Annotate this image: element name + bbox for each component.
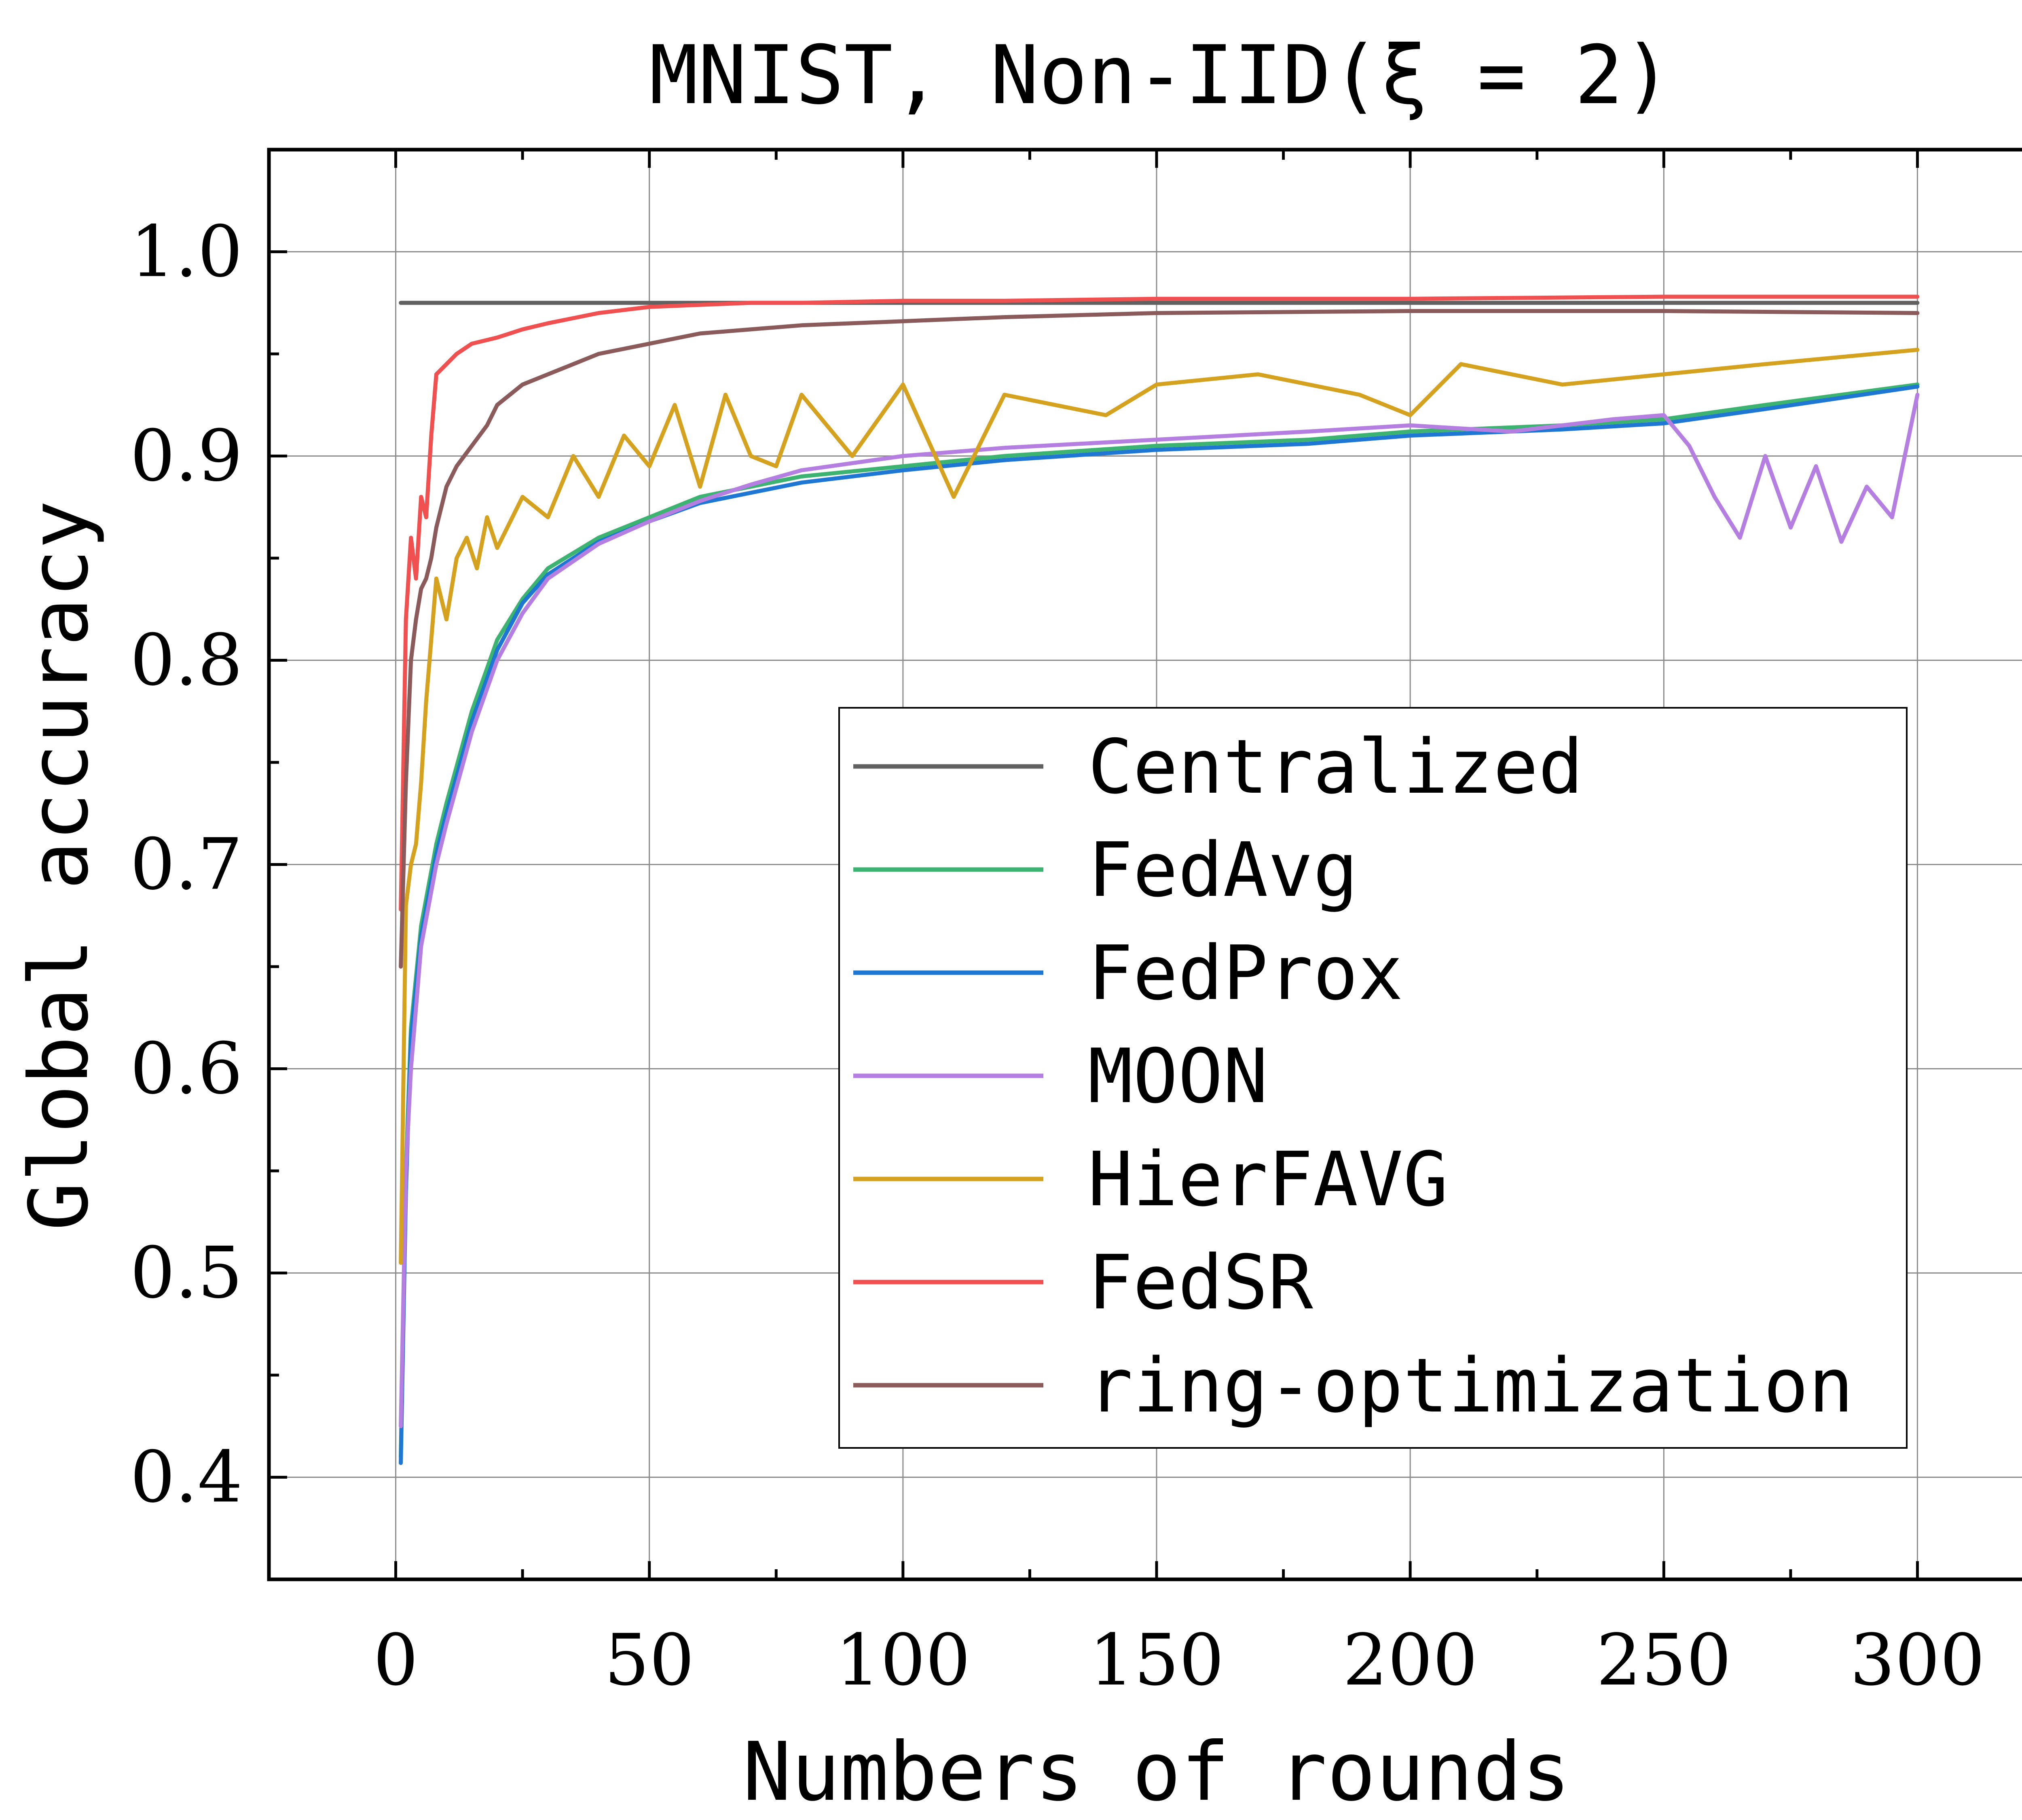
chart-title: MNIST, Non-IID(ξ = 2) xyxy=(649,28,1672,123)
y-tick-label: 0.4 xyxy=(130,1437,243,1519)
y-tick-label: 0.5 xyxy=(130,1232,243,1314)
legend-label-hierfavg: HierFAVG xyxy=(1088,1136,1448,1223)
x-tick-label: 100 xyxy=(835,1619,971,1701)
y-tick-label: 1.0 xyxy=(130,211,243,293)
legend-label-moon: MOON xyxy=(1088,1033,1268,1120)
series-layer xyxy=(399,294,1920,1465)
y-tick-label: 0.8 xyxy=(130,620,243,702)
legend-label-fedprox: FedProx xyxy=(1088,929,1403,1017)
series-line-fedsr xyxy=(399,294,1920,912)
x-axis-label: Numbers of rounds xyxy=(743,1725,1571,1819)
tick-labels: 0 50 100 150 200 250 300 0.4 0.5 0.6 0.7 0.8 0.9 1.0 xyxy=(130,211,1985,1702)
axis-ticks xyxy=(267,150,1919,1581)
x-tick-label: 50 xyxy=(604,1619,694,1701)
legend-label-fedsr: FedSR xyxy=(1088,1239,1313,1326)
legend-label-ring-optimization: ring-optimization xyxy=(1088,1342,1853,1429)
series-line-moon xyxy=(399,393,1920,1428)
legend-label-centralized: Centralized xyxy=(1088,723,1583,811)
x-tick-label: 250 xyxy=(1596,1619,1731,1701)
y-tick-label: 0.6 xyxy=(130,1028,243,1110)
y-axis-label: Global accuracy xyxy=(12,500,106,1231)
x-tick-label: 150 xyxy=(1089,1619,1224,1701)
legend-label-fedavg: FedAvg xyxy=(1088,826,1358,914)
series-line-ring-optimization xyxy=(399,309,1920,969)
y-tick-label: 0.7 xyxy=(130,824,243,906)
x-tick-label: 0 xyxy=(373,1619,418,1701)
series-line-hierfavg xyxy=(399,347,1920,1265)
legend: Centralized FedAvg FedProx MOON HierFAVG FedS… xyxy=(838,707,1908,1449)
x-tick-label: 300 xyxy=(1850,1619,1985,1701)
x-tick-label: 200 xyxy=(1343,1619,1478,1701)
y-tick-label: 0.9 xyxy=(130,415,243,497)
